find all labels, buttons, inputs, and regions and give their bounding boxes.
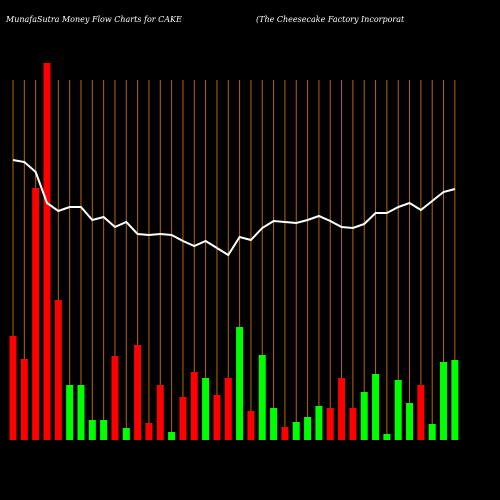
bar — [281, 427, 289, 440]
bar — [122, 428, 130, 440]
bar — [190, 372, 198, 440]
bar — [156, 385, 164, 440]
bar — [326, 408, 334, 440]
bar — [100, 420, 108, 440]
money-flow-line — [12, 159, 456, 257]
bar — [292, 422, 300, 440]
bar — [54, 300, 62, 440]
bar — [20, 359, 28, 440]
bar — [134, 345, 142, 440]
bar — [213, 395, 221, 440]
bar — [32, 188, 40, 440]
chart-subtitle: (The Cheesecake Factory Incorporat — [256, 15, 405, 24]
bar — [111, 356, 119, 440]
bar — [428, 424, 436, 440]
bar — [372, 374, 380, 440]
bar — [383, 434, 391, 440]
bar — [43, 63, 51, 440]
bar — [417, 385, 425, 440]
bar — [77, 385, 85, 440]
bar — [451, 360, 459, 440]
bar — [304, 417, 312, 440]
bar — [9, 336, 17, 440]
bar — [66, 385, 74, 440]
bar — [224, 378, 232, 440]
bar — [349, 408, 357, 440]
bar — [440, 362, 448, 440]
bar — [270, 408, 278, 440]
bar — [360, 392, 368, 440]
bar — [406, 403, 414, 440]
chart-title: MunafaSutra Money Flow Charts for CAKE — [5, 15, 182, 24]
bar — [258, 355, 266, 440]
bar — [168, 432, 176, 440]
bar — [315, 406, 323, 440]
bar — [236, 327, 244, 440]
bar — [179, 397, 187, 440]
bar — [394, 380, 402, 440]
bar — [202, 378, 210, 440]
bar — [247, 411, 255, 440]
bar — [88, 420, 96, 440]
bar — [338, 378, 346, 440]
bar — [145, 423, 153, 440]
